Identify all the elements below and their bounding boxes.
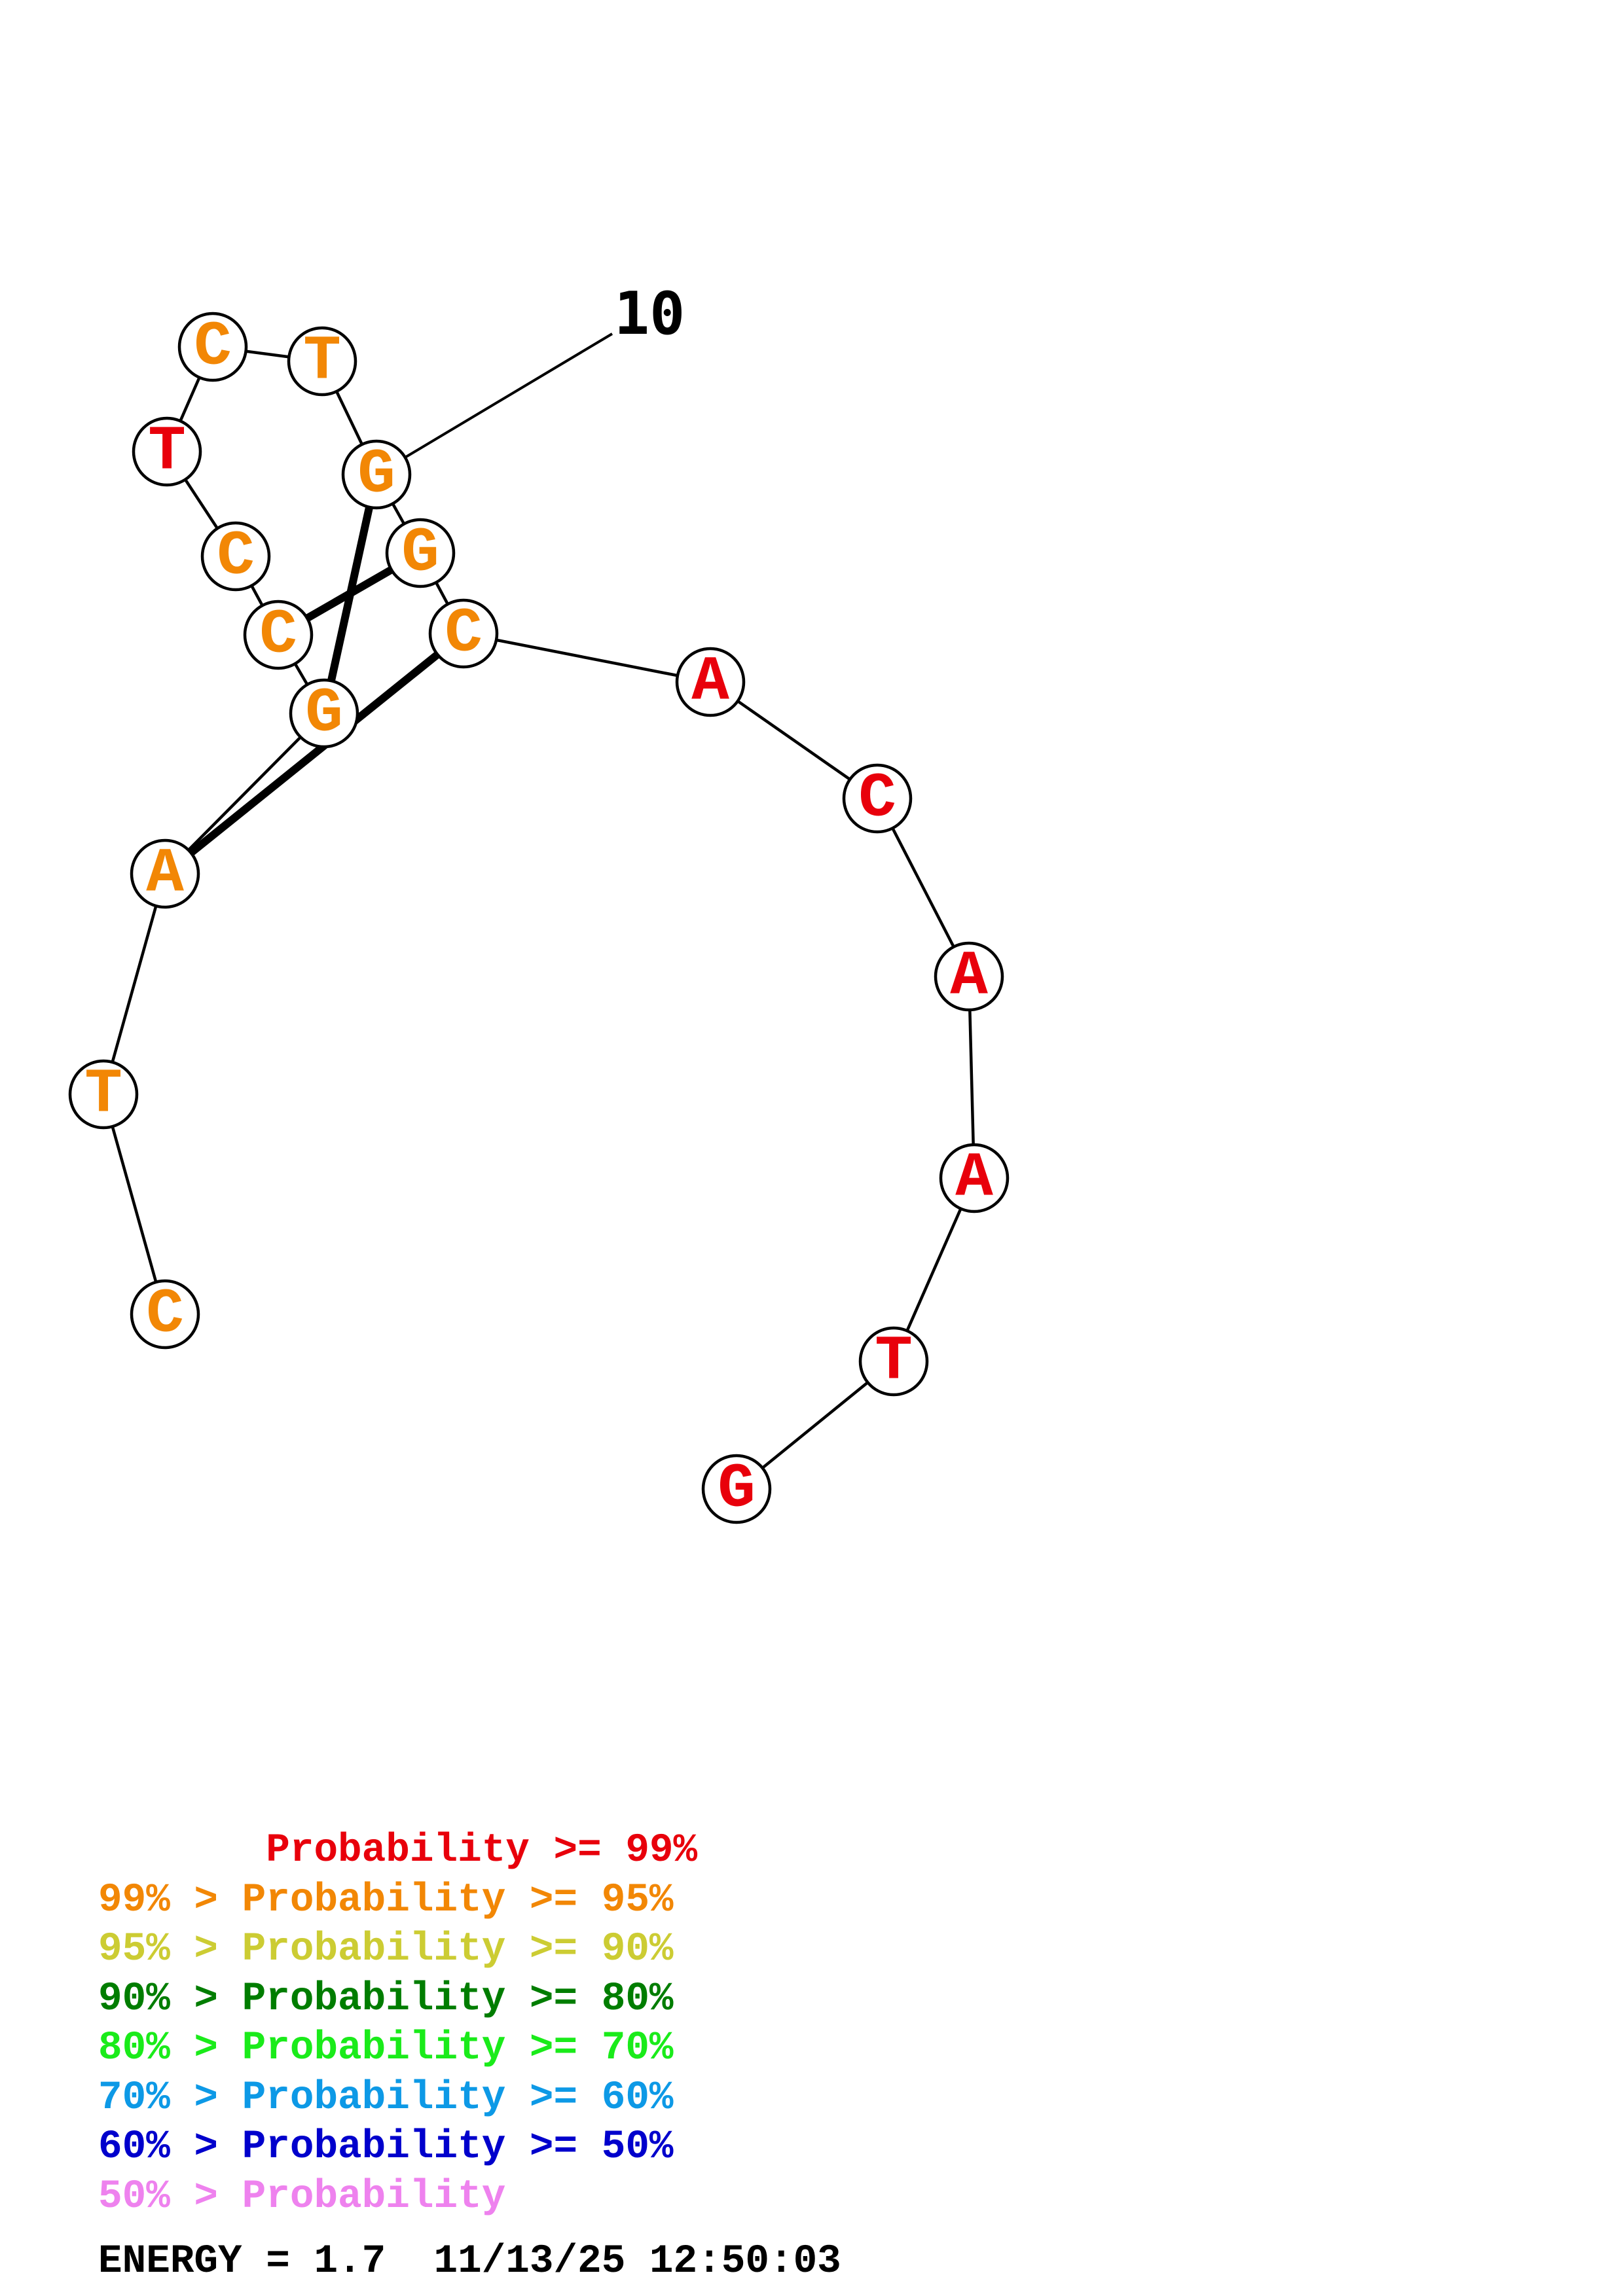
- nucleotide-circle: [130, 838, 200, 909]
- nucleotide-base-label: C: [445, 598, 483, 670]
- nucleotide-circle: [842, 763, 913, 834]
- nucleotide-circle: [243, 600, 314, 670]
- nucleotide-3: A: [130, 838, 200, 910]
- nucleotide-circle: [287, 326, 357, 397]
- nucleotide-12: C: [428, 598, 499, 670]
- legend-row: 80% > Probability >= 70%: [98, 2026, 674, 2071]
- nucleotide-base-label: C: [146, 1279, 184, 1350]
- legend-row: 95% > Probability >= 90%: [98, 1927, 674, 1972]
- nucleotide-base-label: T: [148, 416, 186, 488]
- nucleotide-circle: [68, 1059, 139, 1130]
- nucleotide-circle: [428, 598, 499, 669]
- legend-row: 60% > Probability >= 50%: [98, 2125, 674, 2170]
- nucleotide-circle: [130, 1279, 200, 1350]
- index-marker-label: 10: [614, 279, 685, 348]
- nucleotide-circle: [200, 521, 271, 592]
- nucleotide-circle: [132, 416, 202, 487]
- nucleotide-5: C: [243, 600, 314, 671]
- nucleotide-base-label: C: [194, 312, 232, 383]
- nucleotide-1: C: [130, 1279, 200, 1350]
- nucleotide-base-label: C: [858, 763, 896, 834]
- nucleotide-2: T: [68, 1059, 139, 1130]
- nucleotide-circle: [289, 678, 359, 749]
- nucleotide-circle: [385, 518, 456, 588]
- nucleotide-18: G: [701, 1454, 772, 1525]
- index-marker: 10: [375, 279, 685, 476]
- energy-footer: ENERGY = 1.7 11/13/25 12:50:03: [98, 2239, 841, 2284]
- backbone-link-1-2: [101, 1094, 167, 1315]
- nucleotide-17: T: [858, 1326, 929, 1397]
- nucleotide-base-label: C: [259, 600, 297, 671]
- nucleotide-circle: [341, 439, 412, 510]
- nucleotide-base-label: A: [955, 1143, 993, 1214]
- nucleotide-base-label: A: [146, 838, 184, 910]
- nucleotide-base-label: T: [875, 1326, 913, 1397]
- backbone-links: [101, 345, 976, 1490]
- nucleotide-circle: [675, 647, 746, 717]
- nucleotide-base-label: G: [401, 518, 439, 589]
- nucleotide-base-label: T: [303, 326, 341, 397]
- nucleotide-16: A: [939, 1143, 1010, 1214]
- nucleotide-circle: [858, 1326, 929, 1397]
- nucleotide-13: A: [675, 647, 746, 718]
- nucleotide-circle: [934, 941, 1004, 1012]
- nucleotide-11: G: [385, 518, 456, 589]
- nucleotide-7: T: [132, 416, 202, 488]
- nucleotide-base-label: A: [691, 647, 729, 718]
- legend-row: 90% > Probability >= 80%: [98, 1976, 674, 2022]
- nucleotide-circle: [939, 1143, 1010, 1213]
- legend-row: Probability >= 99%: [98, 1828, 698, 1873]
- nucleotide-15: A: [934, 941, 1004, 1013]
- legend-row: 50% > Probability: [98, 2174, 506, 2219]
- legend-row: 70% > Probability >= 60%: [98, 2075, 674, 2121]
- nucleotide-14: C: [842, 763, 913, 834]
- nucleotide-8: C: [177, 312, 248, 383]
- backbone-link-12-13: [463, 632, 711, 684]
- nucleotide-base-label: G: [305, 678, 343, 749]
- probability-legend: Probability >= 99% 99% > Probability >= 9…: [98, 1826, 697, 2221]
- backbone-link-3-4: [164, 712, 325, 875]
- index-marker-line: [375, 332, 613, 476]
- nucleotide-4: G: [289, 678, 359, 749]
- nucleotide-10: G: [341, 439, 412, 511]
- backbone-link-2-3: [101, 873, 167, 1095]
- nucleotide-circle: [701, 1454, 772, 1524]
- nucleotide-circle: [177, 312, 248, 382]
- nucleotide-6: C: [200, 521, 271, 592]
- base-pair-3-12: [162, 630, 466, 877]
- nucleotide-base-label: C: [217, 521, 255, 592]
- nucleotide-9: T: [287, 326, 357, 397]
- nucleotide-base-label: A: [950, 941, 988, 1013]
- nucleotide-base-label: G: [357, 439, 395, 511]
- nucleotide-base-label: T: [84, 1059, 122, 1130]
- legend-row: 99% > Probability >= 95%: [98, 1877, 674, 1923]
- nucleotide-base-label: G: [718, 1454, 756, 1525]
